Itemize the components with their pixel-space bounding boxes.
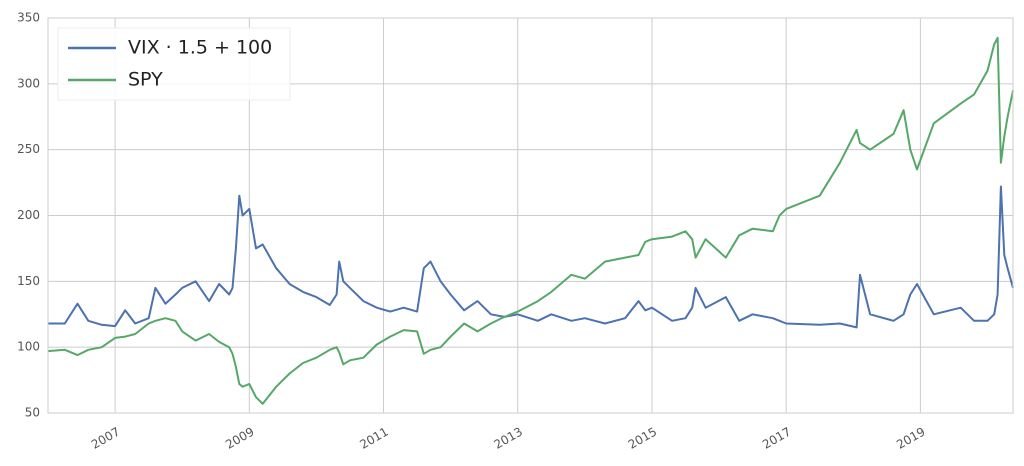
legend-label: VIX · 1.5 + 100 xyxy=(128,37,272,59)
legend-box xyxy=(57,27,291,101)
x-tick-label: 2017 xyxy=(760,425,793,452)
y-tick-label: 350 xyxy=(17,11,40,25)
series-line xyxy=(48,185,1014,329)
y-tick-label: 100 xyxy=(17,340,40,354)
x-tick-label: 2013 xyxy=(492,425,525,452)
lines xyxy=(47,36,1014,405)
legend: VIX · 1.5 + 100 SPY xyxy=(57,27,291,101)
legend-label: SPY xyxy=(128,69,163,91)
y-tick-label: 250 xyxy=(17,142,40,156)
y-tick-label: 200 xyxy=(17,208,40,222)
series-line xyxy=(47,36,1014,405)
y-tick-label: 50 xyxy=(25,406,40,420)
x-tick-label: 2019 xyxy=(894,425,927,452)
x-tick-label: 2007 xyxy=(89,425,122,452)
y-tick-label: 300 xyxy=(17,76,40,90)
y-tick-label: 150 xyxy=(17,274,40,288)
plot-frame xyxy=(47,17,1014,414)
x-tick-label: 2011 xyxy=(357,425,390,452)
x-tick-label: 2009 xyxy=(223,425,256,452)
x-tick-label: 2015 xyxy=(626,425,659,452)
